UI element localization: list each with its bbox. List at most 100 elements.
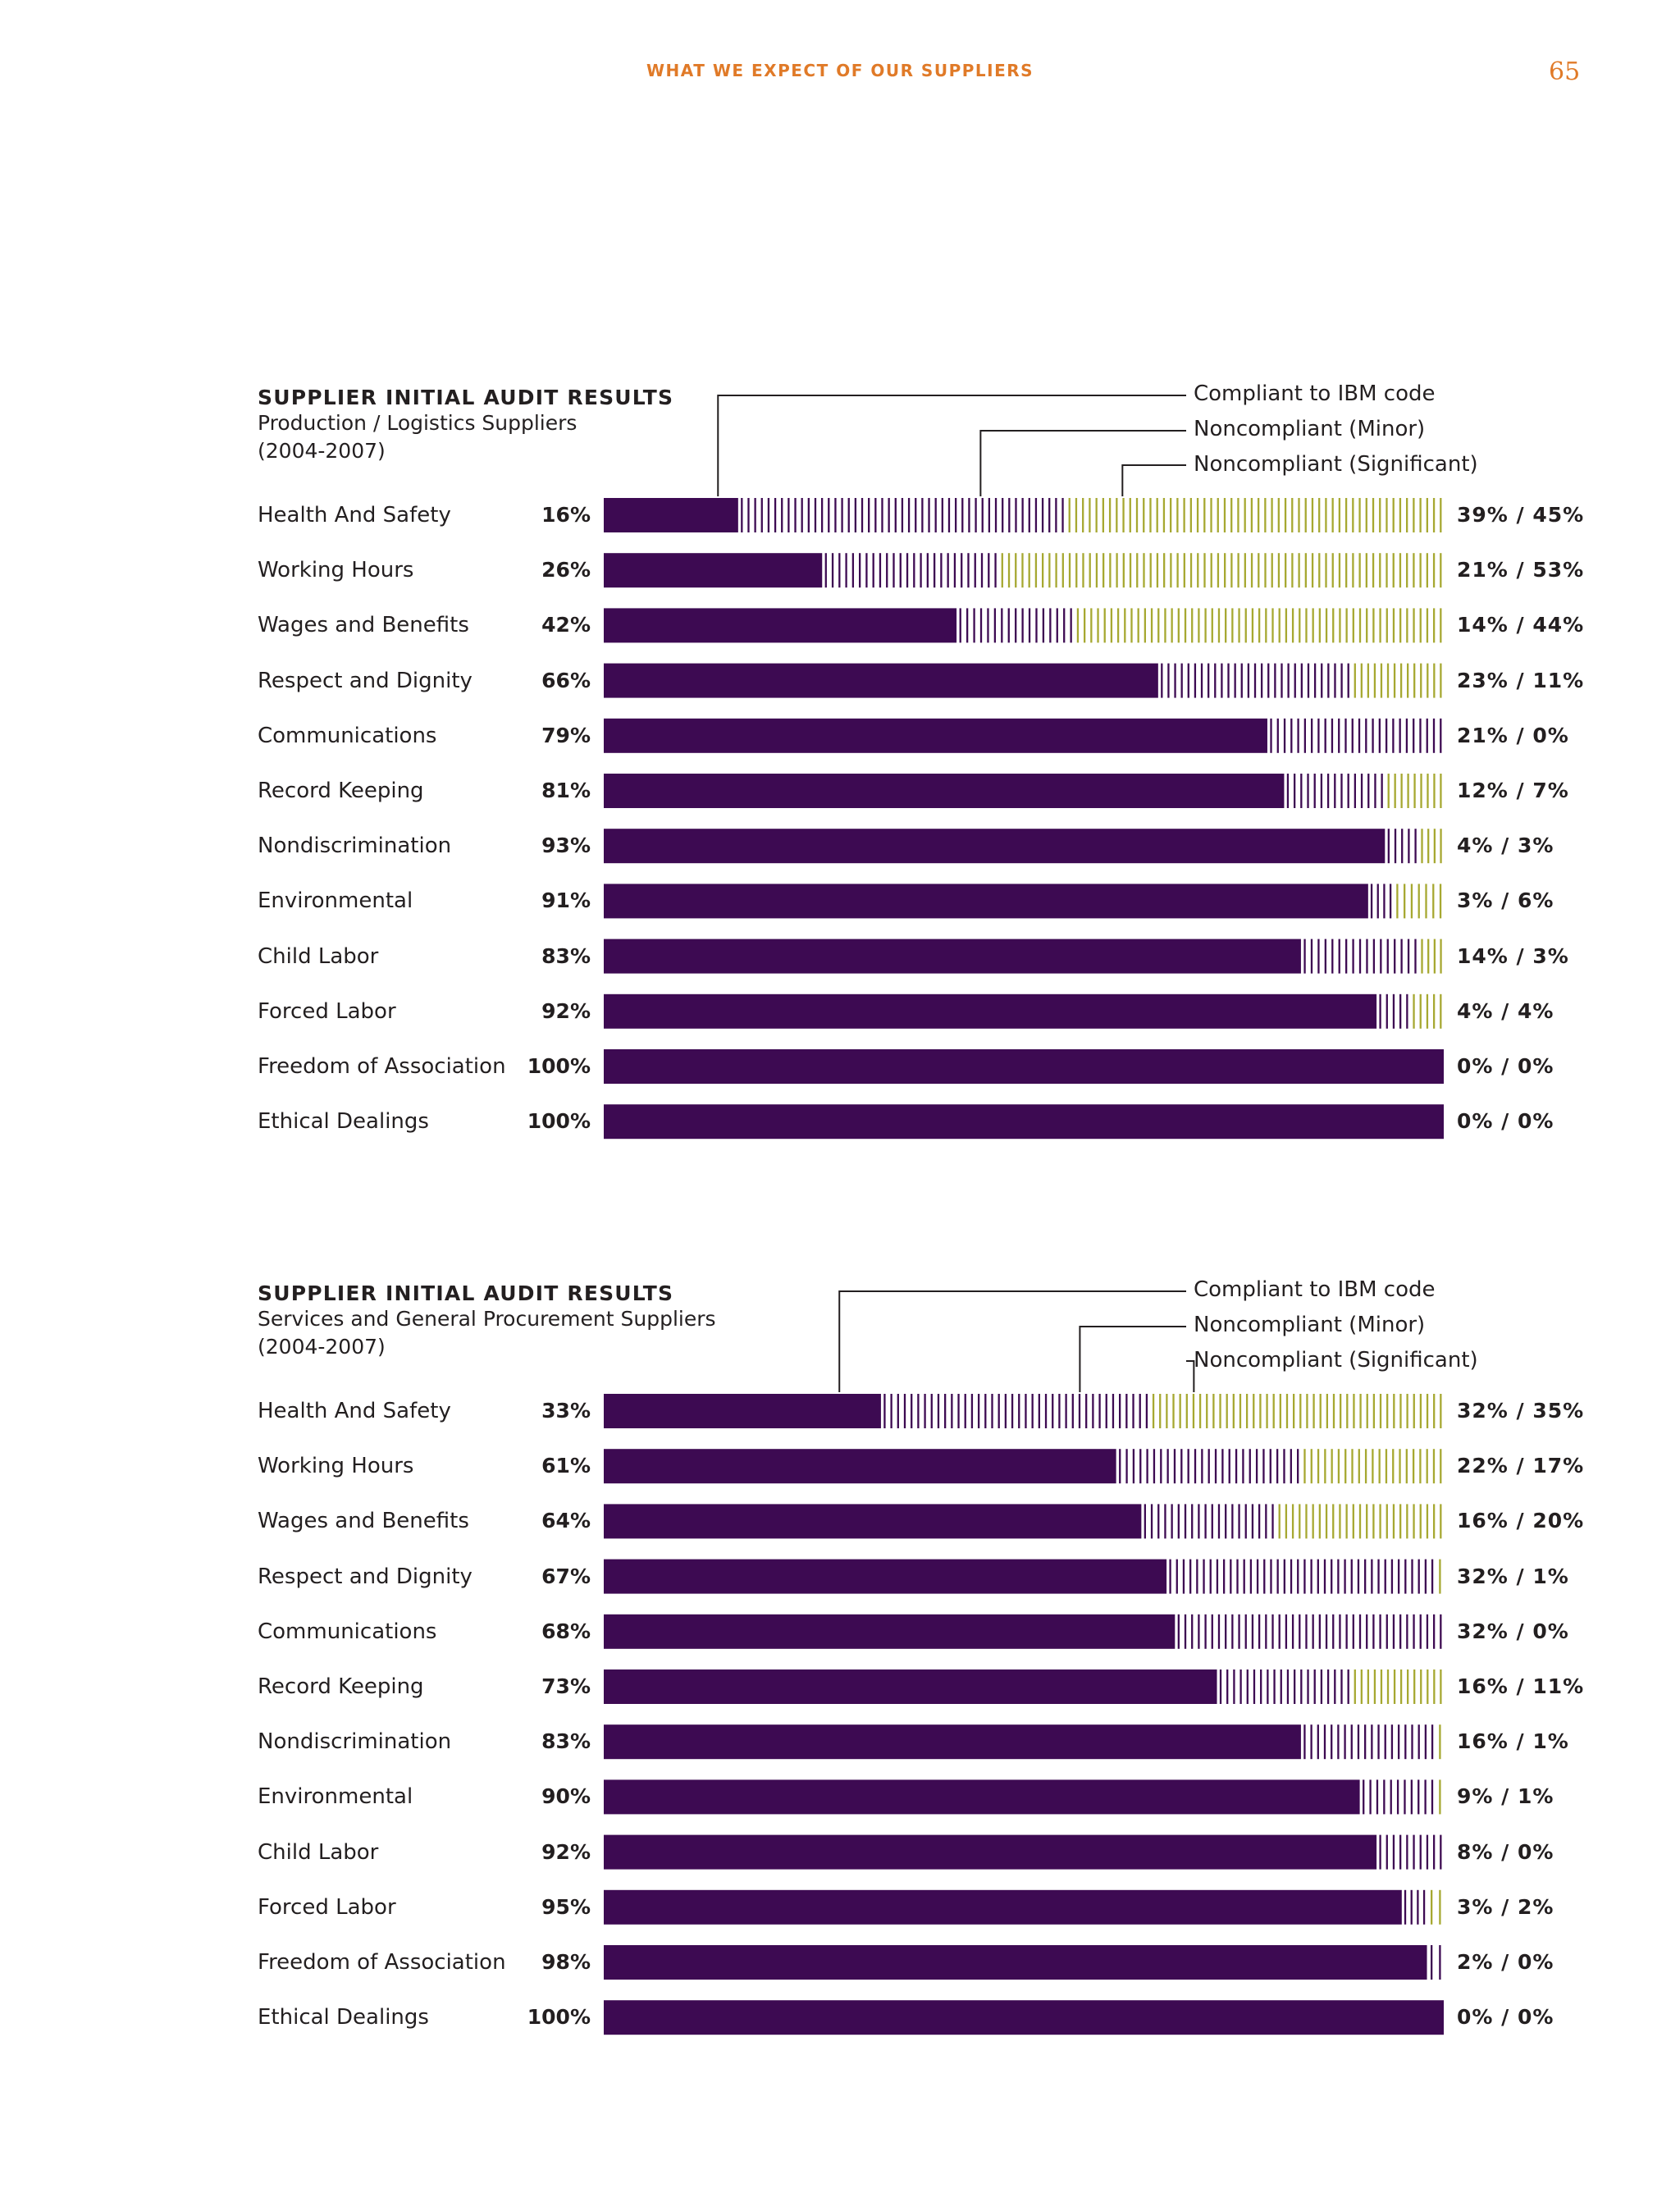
category-label: Child Labor [258, 1839, 379, 1865]
compliant-value-label: 73% [541, 1674, 591, 1698]
noncompliant-value-label: 3% / 6% [1457, 888, 1554, 913]
category-label: Health And Safety [258, 503, 451, 528]
compliant-value-label: 66% [541, 668, 591, 692]
bar-noncompliant-significant [1413, 993, 1442, 1029]
compliant-value-label: 100% [527, 1109, 591, 1134]
bar-noncompliant-minor [824, 553, 997, 588]
compliant-value-label: 92% [541, 998, 591, 1023]
compliant-value-label: 100% [527, 1054, 591, 1078]
noncompliant-value-label: 21% / 53% [1457, 558, 1585, 582]
noncompliant-value-label: 16% / 1% [1457, 1729, 1569, 1754]
chart-subtitle: Production / Logistics Suppliers [258, 411, 578, 435]
bar-noncompliant-significant [1387, 774, 1442, 808]
bar-noncompliant-minor [1404, 1889, 1426, 1925]
bar-noncompliant-significant [1396, 884, 1442, 919]
compliant-value-label: 81% [541, 779, 591, 802]
chart-subtitle: Services and General Procurement Supplie… [258, 1307, 716, 1331]
category-label: Nondiscrimination [258, 1729, 452, 1755]
bar-noncompliant-minor [1144, 1504, 1274, 1539]
leader-line-compliant [838, 1290, 1186, 1392]
leader-line-minor [979, 430, 1186, 496]
bar-compliant [604, 1669, 1217, 1704]
bar-noncompliant-minor [1431, 1945, 1441, 1980]
noncompliant-value-label: 4% / 4% [1457, 998, 1554, 1023]
bar-compliant [604, 939, 1301, 974]
category-label: Working Hours [258, 558, 414, 583]
noncompliant-value-label: 14% / 44% [1457, 613, 1585, 637]
legend-noncompliant-significant: Noncompliant (Significant) [1194, 452, 1478, 477]
bar-compliant [604, 1834, 1377, 1870]
noncompliant-value-label: 14% / 3% [1457, 943, 1569, 968]
bar-noncompliant-minor [1177, 1614, 1442, 1649]
noncompliant-value-label: 23% / 11% [1457, 668, 1585, 692]
compliant-value-label: 79% [541, 723, 591, 747]
legend-noncompliant-minor: Noncompliant (Minor) [1194, 417, 1426, 441]
category-label: Record Keeping [258, 779, 424, 803]
compliant-value-label: 33% [541, 1399, 591, 1423]
bar-noncompliant-minor [1379, 993, 1408, 1029]
noncompliant-value-label: 16% / 20% [1457, 1509, 1585, 1533]
category-label: Respect and Dignity [258, 1564, 472, 1589]
category-label: Working Hours [258, 1454, 414, 1479]
bar-compliant [604, 829, 1386, 864]
bar-compliant [604, 608, 957, 643]
compliant-value-label: 95% [541, 1894, 591, 1919]
bar-noncompliant-significant [1303, 1449, 1442, 1484]
chart-title: SUPPLIER INITIAL AUDIT RESULTS [258, 386, 674, 409]
compliant-value-label: 100% [527, 2005, 591, 2030]
bar-noncompliant-minor [883, 1394, 1148, 1428]
bar-noncompliant-minor [1169, 1559, 1434, 1594]
compliant-value-label: 64% [541, 1509, 591, 1533]
bar-compliant [604, 1945, 1427, 1980]
bar-noncompliant-significant [1354, 663, 1442, 698]
noncompliant-value-label: 22% / 17% [1457, 1454, 1585, 1478]
category-label: Child Labor [258, 943, 379, 969]
leader-line-compliant [717, 395, 1186, 496]
bar-noncompliant-minor [1303, 1724, 1434, 1760]
leader-line-minor [1079, 1326, 1186, 1392]
compliant-value-label: 98% [541, 1950, 591, 1974]
bar-noncompliant-significant [1278, 1504, 1442, 1539]
noncompliant-value-label: 32% / 35% [1457, 1399, 1585, 1423]
compliant-value-label: 16% [541, 503, 591, 527]
bar-compliant [604, 1049, 1444, 1084]
noncompliant-value-label: 32% / 1% [1457, 1564, 1569, 1588]
category-label: Health And Safety [258, 1399, 451, 1423]
bar-noncompliant-minor [1219, 1669, 1349, 1704]
bar-compliant [604, 1779, 1360, 1815]
bar-noncompliant-significant [1421, 829, 1442, 864]
bar-noncompliant-significant [1001, 553, 1442, 588]
bar-compliant [604, 663, 1158, 698]
bar-compliant [604, 1889, 1402, 1925]
bar-compliant [604, 1504, 1142, 1539]
noncompliant-value-label: 4% / 3% [1457, 834, 1554, 858]
bar-compliant [604, 498, 738, 532]
category-label: Environmental [258, 888, 413, 914]
legend-noncompliant-significant: Noncompliant (Significant) [1194, 1348, 1478, 1373]
bar-noncompliant-minor [1270, 718, 1442, 753]
bar-compliant [604, 2000, 1444, 2035]
bar-compliant [604, 718, 1267, 753]
category-label: Freedom of Association [258, 1950, 506, 1975]
bar-noncompliant-significant [1354, 1669, 1442, 1704]
page-number: 65 [1549, 57, 1581, 86]
bar-noncompliant-minor [741, 498, 1064, 532]
noncompliant-value-label: 0% / 0% [1457, 1054, 1554, 1078]
compliant-value-label: 68% [541, 1619, 591, 1643]
bar-noncompliant-minor [1387, 829, 1417, 864]
legend-compliant: Compliant to IBM code [1194, 381, 1436, 406]
noncompliant-value-label: 39% / 45% [1457, 503, 1585, 527]
noncompliant-value-label: 21% / 0% [1457, 723, 1569, 747]
bar-compliant [604, 884, 1368, 919]
legend-compliant: Compliant to IBM code [1194, 1277, 1436, 1302]
bar-compliant [604, 1559, 1167, 1594]
bar-compliant [604, 1394, 881, 1428]
noncompliant-value-label: 8% / 0% [1457, 1839, 1554, 1864]
category-label: Respect and Dignity [258, 668, 472, 693]
bar-compliant [604, 1104, 1444, 1140]
category-label: Ethical Dealings [258, 1109, 429, 1135]
legend-noncompliant-minor: Noncompliant (Minor) [1194, 1313, 1426, 1337]
category-label: Wages and Benefits [258, 1509, 469, 1534]
category-label: Forced Labor [258, 1894, 396, 1920]
bar-noncompliant-minor [1286, 774, 1383, 808]
